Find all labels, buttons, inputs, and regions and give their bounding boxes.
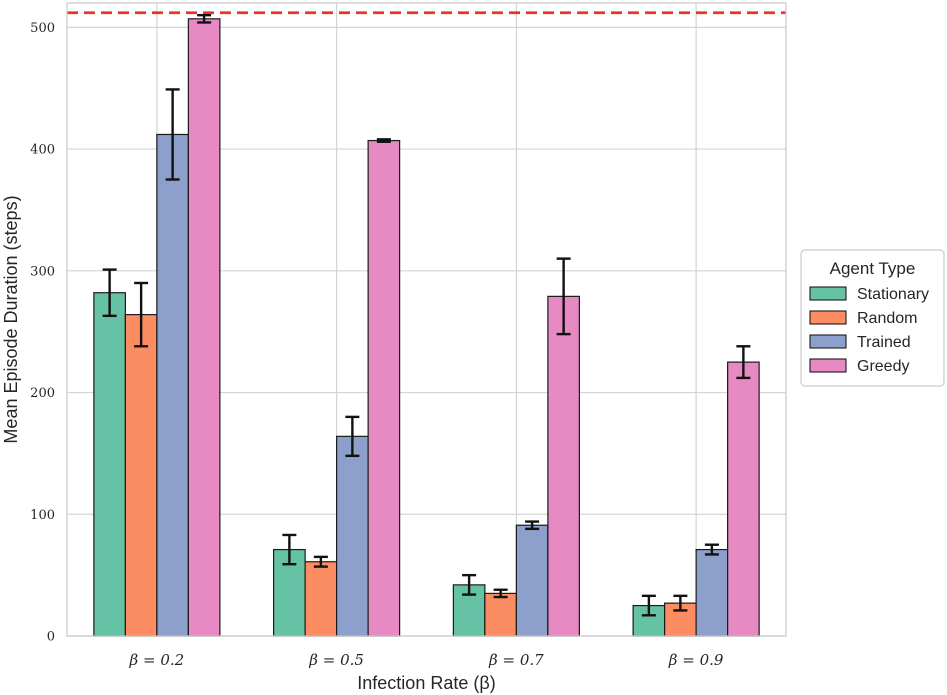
y-tick-label: 300 [30,264,55,279]
bar-random [124,314,158,637]
bar-greedy [727,361,760,637]
legend-swatch-greedy [809,358,847,373]
y-tick-label: 500 [30,21,55,36]
x-tick-label: β = 0.7 [488,651,544,669]
legend-label-greedy: Greedy [857,358,909,375]
y-axis-ticks: 0 100 200 300 400 500 [30,21,55,645]
y-tick-label: 200 [30,386,55,401]
x-axis-ticks: β = 0.2 β = 0.5 β = 0.7 β = 0.9 [129,651,724,669]
y-axis-label: Mean Episode Duration (steps) [1,195,21,443]
bar-stationary [93,292,126,637]
legend-label-trained: Trained [857,334,911,351]
error-bars [102,13,751,617]
y-tick-label: 0 [47,630,55,645]
bar-random [304,561,338,637]
x-tick-label: β = 0.9 [668,651,724,669]
bar-greedy [187,18,221,637]
legend-swatch-trained [809,334,847,349]
legend-box [800,249,945,387]
x-tick-label: β = 0.2 [129,651,185,669]
bar-greedy [547,295,580,637]
bars [93,18,760,637]
bar-trained [336,435,369,637]
legend-items: Stationary Random Trained Greedy [809,286,929,375]
x-tick-label: β = 0.5 [308,651,364,669]
plot-frame [66,2,787,637]
bar-trained [156,133,189,637]
legend-title: Agent Type [830,259,916,278]
legend-label-stationary: Stationary [857,286,929,303]
legend-swatch-random [809,310,847,325]
legend-swatch-stationary [809,286,847,301]
bar-random [484,592,517,637]
bar-greedy [367,139,401,637]
y-tick-label: 100 [30,508,55,523]
x-axis-label: Infection Rate (β) [357,673,495,693]
bar-trained [515,524,549,637]
legend-label-random: Random [857,310,917,327]
y-tick-label: 400 [30,143,55,158]
legend: Agent Type Stationary Random Trained Greedy [800,249,945,387]
bar-trained [695,548,729,637]
